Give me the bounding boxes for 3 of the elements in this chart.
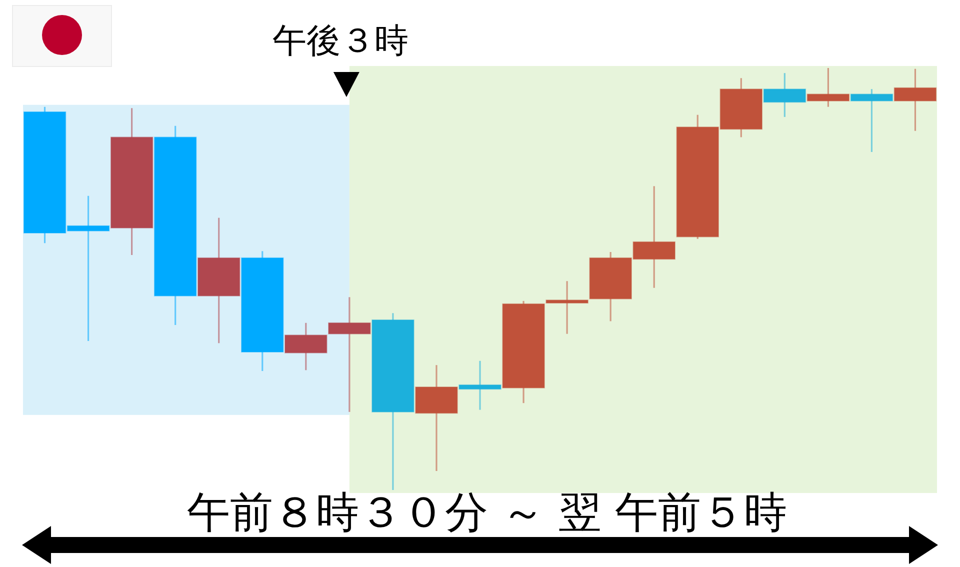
- annotation: 午前８時３０分 ～ 翌 午前５時: [22, 488, 938, 564]
- annotation: 午前８時３０分 ～ 翌 午前５時: [186, 488, 788, 538]
- annotation: 午後３時: [272, 21, 408, 97]
